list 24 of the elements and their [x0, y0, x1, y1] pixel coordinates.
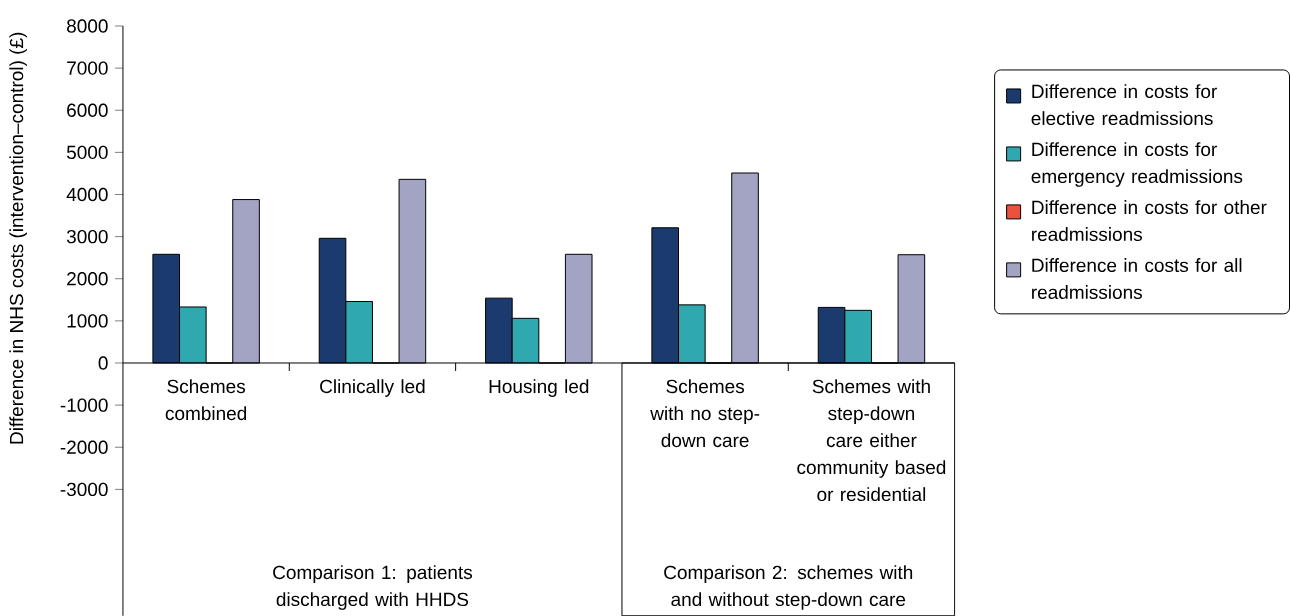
y-tick-label: 3000 [66, 229, 108, 244]
y-tick-label: -2000 [60, 440, 108, 454]
y-tick-label: 2000 [67, 271, 108, 286]
y-tick-label: 5000 [66, 145, 108, 159]
y-tick-label: 4000 [66, 187, 108, 202]
legend-label: Difference in costs for other readmissions [1032, 199, 1267, 241]
legend-label: Difference in costs for elective readmissions [1031, 84, 1217, 125]
y-tick-label: 0 [98, 356, 108, 370]
annotation: Comparison 2: schemes with and without step-down care [664, 565, 913, 610]
y-tick-label: 7000 [67, 61, 108, 75]
x-tick-label: Clinically led [320, 379, 425, 397]
legend-label: Difference in costs for all readmissions [1032, 257, 1242, 299]
y-tick-label: -3000 [60, 482, 108, 496]
y-tick-label: 8000 [67, 19, 108, 33]
legend-label: Difference in costs for emergency readmissions [1031, 142, 1243, 187]
y-tick-label: 6000 [67, 103, 108, 117]
x-tick-label: Housing led [489, 379, 589, 397]
x-tick-label: Schemes with no step-down care [650, 379, 760, 448]
annotation: Comparison 1: patients discharged with HHDS [273, 565, 473, 610]
y-axis-title: Difference in NHS costs (intervention–control) (£) [9, 32, 28, 444]
x-tick-label: Schemes with step-down care either community based or residential [797, 379, 946, 501]
y-tick-label: 1000 [67, 314, 108, 328]
x-tick-label: Schemes combined [165, 379, 247, 421]
y-tick-label: -1000 [60, 398, 108, 412]
